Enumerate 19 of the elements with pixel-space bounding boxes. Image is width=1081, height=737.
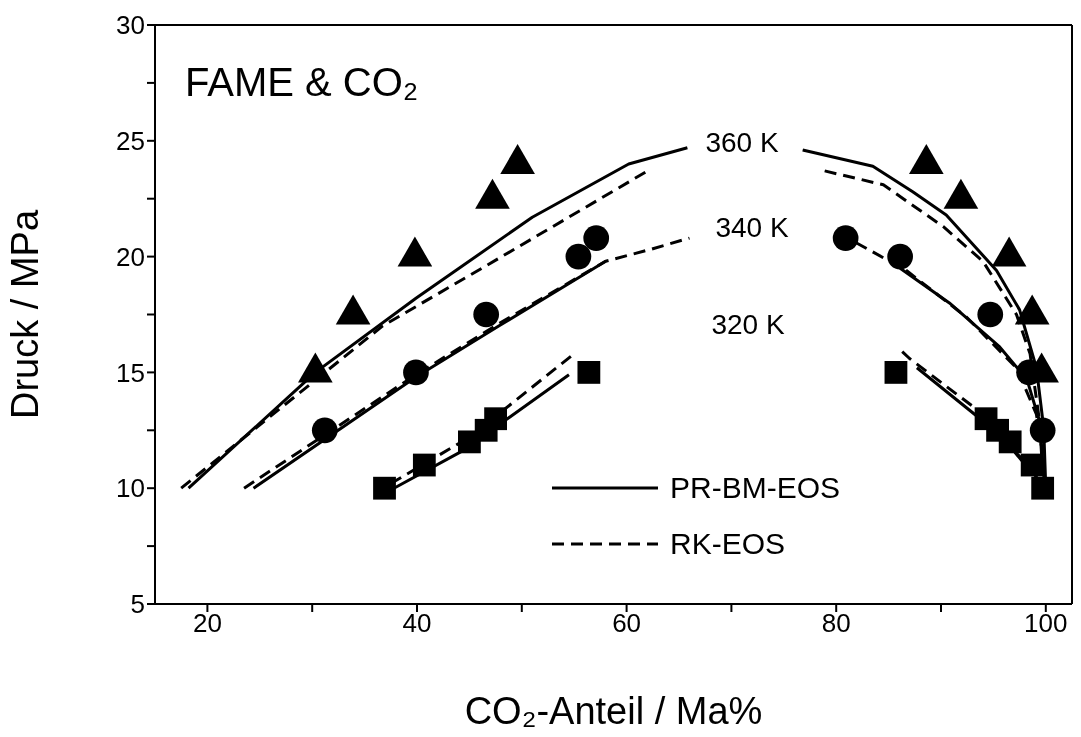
- x-tick-label: 60: [612, 608, 642, 639]
- y-tick-label: 10: [116, 473, 145, 504]
- y-tick-label: 25: [116, 126, 145, 157]
- x-axis-title: CO₂-Anteil / Ma%: [464, 690, 763, 732]
- y-tick-label: 20: [116, 241, 145, 272]
- annotation: 320 K: [711, 309, 785, 341]
- y-tick-label: 5: [130, 589, 145, 620]
- text: FAME & CO₂: [185, 60, 419, 105]
- annotation: 360 K: [705, 127, 779, 159]
- x-tick-label: 100: [1024, 608, 1068, 639]
- y-tick-label: 30: [116, 10, 145, 41]
- annotation: 340 K: [715, 212, 789, 244]
- x-tick-label: 40: [402, 608, 432, 639]
- legend-label: PR-BM-EOS: [670, 471, 841, 505]
- x-tick-label: 80: [821, 608, 851, 639]
- legend-label: RK-EOS: [670, 527, 786, 561]
- y-tick-label: 15: [116, 357, 145, 388]
- y-axis-title: Druck / MPa: [4, 209, 47, 420]
- x-tick-label: 20: [192, 608, 222, 639]
